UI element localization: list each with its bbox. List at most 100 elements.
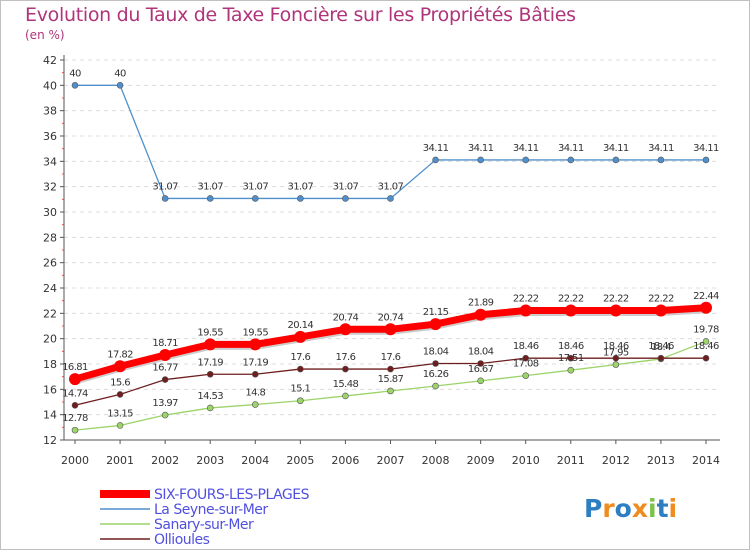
data-label-sanary-sur-mer: 15.1 bbox=[290, 384, 310, 395]
data-label-ollioules: 18.04 bbox=[423, 346, 449, 357]
data-point-ollioules bbox=[342, 365, 349, 373]
data-label-ollioules: 17.19 bbox=[197, 357, 223, 368]
data-label-ollioules: 18.04 bbox=[468, 346, 494, 357]
data-point-ollioules bbox=[251, 370, 259, 378]
data-label-la-seyne-sur-mer: 31.07 bbox=[378, 181, 404, 192]
data-point-sanary-sur-mer bbox=[116, 422, 124, 429]
data-point-ollioules bbox=[477, 360, 484, 367]
data-labels: 40 40 31.07 31.07 31.07 31.07 31.07 31.07 34.11 3… bbox=[62, 68, 719, 424]
series-layer bbox=[69, 82, 712, 434]
data-label-la-seyne-sur-mer: 31.07 bbox=[152, 181, 178, 192]
data-point-la-seyne-sur-mer bbox=[71, 82, 79, 89]
data-point-ollioules bbox=[567, 354, 575, 362]
y-tick-label: 14 bbox=[43, 409, 57, 422]
data-label-ollioules: 14.74 bbox=[62, 388, 88, 399]
data-label-ollioules: 17.6 bbox=[335, 352, 355, 363]
legend-label: La Seyne-sur-Mer bbox=[154, 502, 268, 518]
data-point-sanary-sur-mer bbox=[387, 387, 394, 395]
data-point-sanary-sur-mer bbox=[702, 338, 710, 345]
data-label-ollioules: 17.19 bbox=[242, 357, 268, 368]
data-label-ollioules: 18.46 bbox=[693, 341, 719, 352]
data-point-la-seyne-sur-mer bbox=[161, 195, 169, 202]
unit-label: (en %) bbox=[25, 28, 65, 42]
data-point-six-fours-les-plages bbox=[114, 360, 127, 373]
logo-letter: i bbox=[669, 494, 678, 523]
data-label-six-fours-les-plages: 19.55 bbox=[197, 327, 223, 338]
x-tick-label: 2007 bbox=[377, 454, 405, 467]
y-tick-label: 42 bbox=[43, 54, 57, 67]
axes: 12 14 16 18 20 22 24 26 28 30 32 34 36 38 40 42 2000 2001… bbox=[43, 54, 720, 467]
y-tick-label: 24 bbox=[43, 282, 57, 295]
grid-lines bbox=[64, 59, 720, 416]
data-label-six-fours-les-plages: 19.55 bbox=[242, 327, 268, 338]
y-tick-label: 12 bbox=[43, 434, 57, 447]
y-tick-label: 28 bbox=[43, 231, 57, 244]
data-point-six-fours-les-plages bbox=[294, 330, 307, 343]
x-tick-label: 2002 bbox=[151, 454, 179, 467]
x-tick-label: 2012 bbox=[602, 454, 630, 467]
data-point-six-fours-les-plages bbox=[204, 338, 217, 351]
data-point-sanary-sur-mer bbox=[342, 392, 349, 400]
data-point-six-fours-les-plages bbox=[249, 338, 262, 351]
data-point-la-seyne-sur-mer bbox=[612, 156, 620, 164]
y-tick-label: 22 bbox=[43, 307, 57, 320]
data-label-six-fours-les-plages: 21.15 bbox=[423, 307, 449, 318]
data-point-sanary-sur-mer bbox=[477, 377, 484, 385]
data-point-la-seyne-sur-mer bbox=[251, 195, 259, 202]
x-tick-label: 2005 bbox=[286, 454, 314, 467]
legend-label: Sanary-sur-Mer bbox=[154, 517, 254, 533]
data-label-sanary-sur-mer: 15.48 bbox=[333, 379, 359, 390]
data-label-six-fours-les-plages: 22.22 bbox=[558, 294, 584, 305]
data-label-ollioules: 18.46 bbox=[648, 341, 674, 352]
logo-letter: t bbox=[657, 494, 669, 523]
chart-title: Evolution du Taux de Taxe Foncière sur l… bbox=[25, 4, 576, 26]
data-label-sanary-sur-mer: 13.15 bbox=[107, 408, 133, 419]
logo-text: Proxiti bbox=[584, 494, 677, 523]
data-point-la-seyne-sur-mer bbox=[206, 195, 214, 202]
data-label-la-seyne-sur-mer: 34.11 bbox=[693, 143, 719, 154]
data-point-la-seyne-sur-mer bbox=[116, 82, 124, 89]
data-label-ollioules: 15.6 bbox=[110, 377, 130, 388]
data-point-la-seyne-sur-mer bbox=[477, 156, 484, 164]
data-label-la-seyne-sur-mer: 34.11 bbox=[603, 143, 629, 154]
data-label-ollioules: 16.77 bbox=[152, 363, 178, 374]
data-point-ollioules bbox=[116, 391, 124, 398]
x-tick-label: 2013 bbox=[647, 454, 675, 467]
data-label-sanary-sur-mer: 13.97 bbox=[152, 398, 178, 409]
data-label-sanary-sur-mer: 14.8 bbox=[245, 388, 265, 399]
data-point-ollioules bbox=[432, 360, 439, 367]
logo-letter: r bbox=[602, 494, 615, 523]
data-point-six-fours-les-plages bbox=[564, 304, 577, 317]
data-label-la-seyne-sur-mer: 40 bbox=[69, 68, 81, 79]
data-label-ollioules: 17.6 bbox=[290, 352, 310, 363]
data-point-ollioules bbox=[71, 401, 79, 409]
x-tick-label: 2001 bbox=[106, 454, 134, 467]
data-label-la-seyne-sur-mer: 34.11 bbox=[423, 143, 449, 154]
data-label-six-fours-les-plages: 18.71 bbox=[152, 338, 178, 349]
x-tick-label: 2011 bbox=[557, 454, 585, 467]
series-sanary-sur-mer bbox=[71, 338, 710, 434]
data-label-six-fours-les-plages: 22.22 bbox=[648, 294, 674, 305]
logo-letter: x bbox=[632, 494, 648, 523]
y-tick-label: 36 bbox=[43, 130, 57, 143]
data-label-sanary-sur-mer: 16.26 bbox=[423, 369, 449, 380]
y-tick-label: 18 bbox=[43, 358, 57, 371]
x-tick-label: 2014 bbox=[692, 454, 720, 467]
data-point-sanary-sur-mer bbox=[612, 361, 620, 368]
data-label-sanary-sur-mer: 17.51 bbox=[558, 353, 584, 364]
data-point-six-fours-les-plages bbox=[609, 304, 622, 317]
data-label-six-fours-les-plages: 16.81 bbox=[62, 362, 88, 373]
data-point-la-seyne-sur-mer bbox=[342, 195, 349, 202]
data-label-sanary-sur-mer: 17.08 bbox=[513, 359, 539, 370]
y-tick-label: 32 bbox=[43, 181, 57, 194]
data-label-ollioules: 18.46 bbox=[513, 341, 539, 352]
data-label-la-seyne-sur-mer: 31.07 bbox=[333, 181, 359, 192]
data-label-ollioules: 17.6 bbox=[381, 352, 401, 363]
x-tick-label: 2008 bbox=[422, 454, 450, 467]
data-point-sanary-sur-mer bbox=[161, 411, 169, 419]
data-point-sanary-sur-mer bbox=[206, 404, 214, 412]
data-label-la-seyne-sur-mer: 31.07 bbox=[197, 181, 223, 192]
y-tick-label: 30 bbox=[43, 206, 57, 219]
